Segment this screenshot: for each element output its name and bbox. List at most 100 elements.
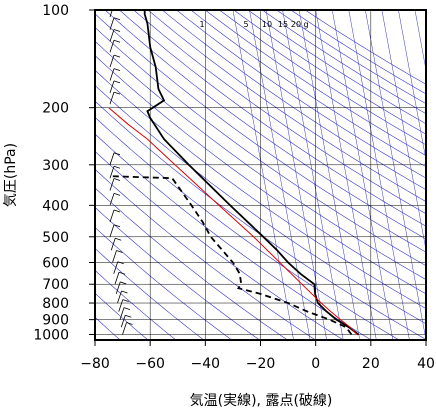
wind-barb — [109, 68, 121, 81]
wind-barbs — [109, 5, 133, 335]
dry-adiabat-line — [119, 10, 426, 227]
wind-barb-flag — [113, 178, 121, 181]
wind-barb-staff — [109, 91, 115, 105]
dry-adiabat-line — [262, 10, 426, 115]
x-tick-label: 0 — [311, 356, 320, 372]
mixing-ratio-label: 15 — [278, 20, 288, 29]
x-axis-title: 気温(実線), 露点(破線) — [190, 393, 333, 409]
wind-barb-staff — [109, 193, 115, 206]
profile-lines — [108, 10, 359, 336]
wind-barb-staff — [110, 238, 116, 251]
wind-barb — [110, 237, 122, 251]
wind-barb-flag — [113, 91, 121, 95]
x-tick-label: 40 — [417, 356, 435, 372]
dry-adiabat-line — [95, 206, 260, 340]
dry-adiabat-line — [190, 10, 426, 168]
y-tick-label: 300 — [42, 158, 69, 174]
mixing-ratio-line — [265, 10, 327, 340]
dry-adiabat-line — [95, 26, 426, 267]
dry-adiabat-line — [147, 10, 426, 202]
y-tick-label: 1000 — [33, 327, 69, 343]
mixing-ratio-line — [282, 10, 344, 340]
wind-barb-staff — [109, 224, 115, 237]
dry-adiabat-line — [95, 85, 426, 325]
dry-adiabat-lines — [95, 10, 426, 340]
mixing-ratio-label: 10 — [262, 20, 272, 29]
wind-barb — [118, 299, 129, 312]
dry-adiabat-line — [276, 10, 426, 105]
wind-barb-staff — [119, 307, 125, 320]
dry-adiabat-line — [95, 40, 426, 280]
x-tick-label: −40 — [191, 356, 221, 372]
dry-adiabat-line — [95, 13, 426, 253]
mixing-ratio-line — [249, 10, 311, 340]
dry-adiabat-line — [95, 247, 204, 340]
dry-adiabat-line — [95, 133, 372, 340]
y-tick-label: 700 — [42, 277, 69, 293]
wind-barb — [120, 314, 132, 328]
gridlines — [95, 10, 426, 340]
wind-barb-staff — [109, 209, 115, 223]
wind-barb-staff — [109, 29, 115, 42]
wind-barb — [117, 290, 128, 304]
dry-adiabat-line — [305, 10, 426, 85]
dry-adiabat-line — [95, 116, 400, 340]
mixing-ratio-line — [315, 10, 377, 340]
wind-barb — [109, 29, 121, 42]
wind-barb — [114, 271, 126, 285]
dry-adiabat-line — [205, 10, 426, 156]
wind-barb-flag — [125, 314, 132, 318]
wind-barb-staff — [112, 250, 117, 263]
wind-barb-flag — [116, 250, 123, 253]
wind-barb — [109, 54, 121, 68]
x-tick-label: 20 — [362, 356, 380, 372]
wind-barb — [109, 209, 121, 223]
wind-barb — [109, 152, 121, 165]
x-axis-ticks: −80 −60 −40 −20 0 20 40 — [80, 340, 435, 372]
wind-barb-flag — [120, 281, 127, 285]
wind-barb — [109, 80, 121, 93]
wind-barb-staff — [109, 166, 115, 179]
y-tick-label: 400 — [42, 198, 69, 214]
wind-barb-staff — [109, 17, 115, 30]
y-tick-label: 800 — [42, 296, 69, 312]
dry-adiabat-line — [162, 10, 426, 191]
mixing-ratio-line — [348, 10, 410, 340]
wind-barb — [109, 17, 121, 30]
mixing-ratio-line — [298, 10, 361, 340]
wind-barb-flag — [113, 80, 121, 84]
mixing-ratio-line — [398, 10, 426, 162]
dry-adiabat-line — [95, 69, 426, 309]
dry-adiabat-line — [133, 10, 426, 215]
dry-adiabat-line — [247, 10, 426, 125]
dry-adiabat-line — [95, 269, 177, 340]
wind-barb-staff — [115, 281, 121, 295]
wind-barb-staff — [117, 290, 122, 304]
wind-barb-flag — [113, 54, 121, 58]
dry-adiabat-line — [95, 150, 344, 340]
parcel-line — [108, 107, 358, 335]
wind-barb-flag — [113, 224, 121, 228]
y-tick-label: 500 — [42, 230, 69, 246]
x-tick-label: −80 — [80, 356, 110, 372]
wind-barb-flag — [118, 271, 126, 275]
wind-barb — [109, 178, 121, 191]
dry-adiabat-line — [95, 292, 149, 340]
wind-barb-staff — [120, 315, 126, 328]
mixing-ratio-labels: 1 5 10 15 20 g — [199, 20, 308, 29]
wind-barb — [119, 307, 131, 320]
wind-barb-staff — [113, 261, 119, 274]
temperature-line — [143, 10, 359, 336]
wind-barb-flag — [113, 165, 121, 169]
mixing-ratio-label: g — [303, 20, 308, 29]
y-tick-label: 900 — [42, 313, 69, 329]
wind-barb-flag — [113, 17, 121, 21]
wind-barb-staff — [122, 322, 127, 335]
dry-adiabat-line — [290, 10, 426, 95]
wind-barb-flag — [114, 5, 120, 7]
wind-barb-staff — [109, 152, 115, 165]
wind-barb — [109, 91, 121, 105]
x-tick-label: −60 — [135, 356, 165, 372]
wind-barb-flag — [122, 299, 129, 302]
